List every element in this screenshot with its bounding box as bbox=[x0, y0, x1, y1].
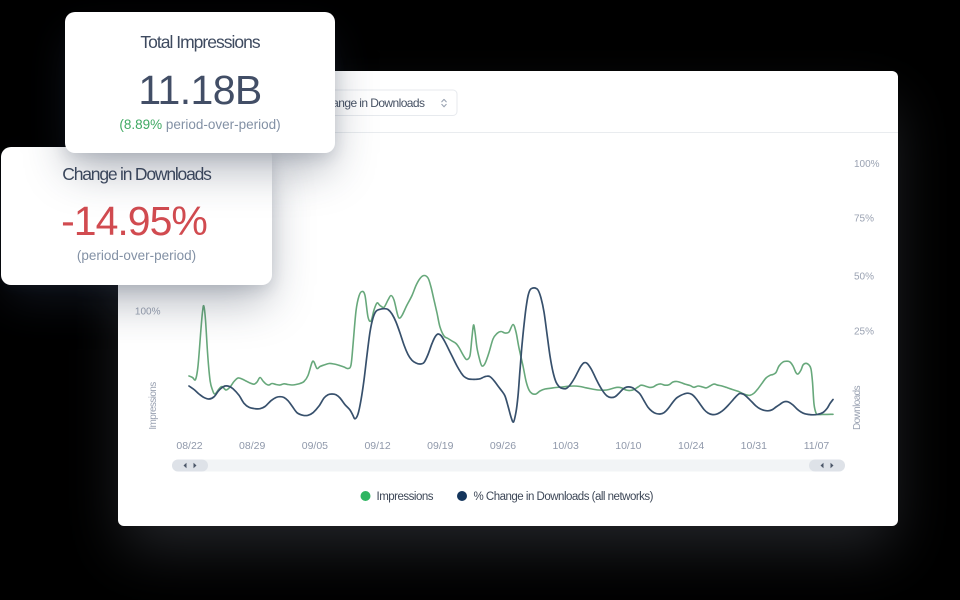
svg-text:10/10: 10/10 bbox=[615, 440, 641, 452]
svg-text:Downloads: Downloads bbox=[852, 385, 863, 430]
svg-text:75%: 75% bbox=[854, 214, 874, 225]
svg-text:09/05: 09/05 bbox=[302, 440, 328, 452]
svg-text:09/19: 09/19 bbox=[427, 440, 453, 452]
svg-text:% Change in Downloads (all net: % Change in Downloads (all networks) bbox=[474, 491, 654, 503]
svg-text:100%: 100% bbox=[135, 307, 161, 318]
svg-text:08/22: 08/22 bbox=[176, 440, 202, 452]
svg-text:09/26: 09/26 bbox=[490, 440, 516, 452]
svg-text:25%: 25% bbox=[854, 327, 874, 338]
svg-text:Impressions: Impressions bbox=[148, 382, 159, 430]
svg-text:10/03: 10/03 bbox=[553, 440, 579, 452]
svg-text:08/29: 08/29 bbox=[239, 440, 265, 452]
svg-text:10/24: 10/24 bbox=[678, 440, 704, 452]
svg-text:Impressions: Impressions bbox=[377, 491, 434, 503]
svg-text:Change in Downloads: Change in Downloads bbox=[318, 96, 425, 110]
svg-text:50%: 50% bbox=[854, 271, 874, 282]
svg-text:09/12: 09/12 bbox=[364, 440, 390, 452]
svg-text:100%: 100% bbox=[854, 159, 880, 170]
svg-text:11/07: 11/07 bbox=[804, 440, 830, 452]
svg-text:10/31: 10/31 bbox=[741, 440, 767, 452]
